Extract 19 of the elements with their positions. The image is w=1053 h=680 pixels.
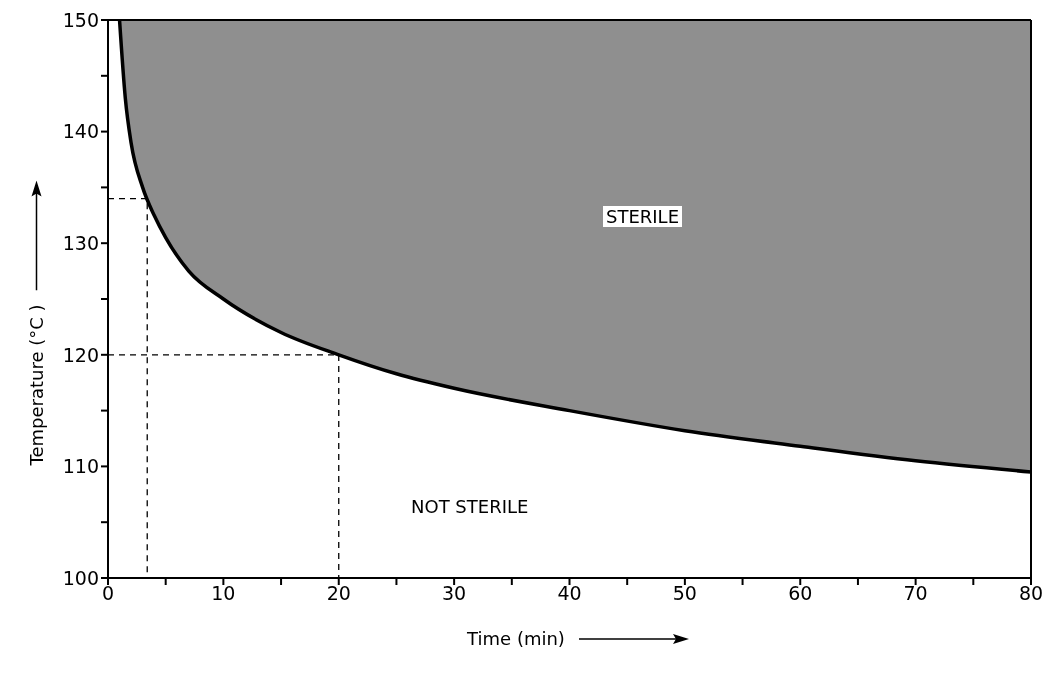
x-tick-label: 50 (672, 582, 697, 605)
x-tick-label: 0 (101, 582, 115, 605)
y-tick-label: 120 (62, 343, 99, 366)
y-axis-title: Temperature (°C ) (25, 304, 47, 466)
annotation: STERILE (603, 206, 683, 227)
x-tick-label: 80 (1018, 582, 1044, 605)
annotation: NOT STERILE (410, 496, 530, 517)
x-tick-label: 40 (557, 582, 582, 605)
y-tick-label: 100 (62, 566, 99, 589)
y-tick-label: 150 (62, 8, 99, 31)
x-tick-label: 70 (903, 582, 928, 605)
y-tick-label: 140 (62, 120, 99, 143)
x-tick-label: 20 (326, 582, 351, 605)
y-tick-label: 130 (62, 231, 99, 254)
x-tick-label: 60 (788, 582, 813, 605)
x-axis-title: Time (min) (467, 628, 565, 649)
x-tick-label: 30 (442, 582, 467, 605)
x-tick-label: 10 (211, 582, 236, 605)
y-tick-label: 110 (62, 455, 99, 478)
